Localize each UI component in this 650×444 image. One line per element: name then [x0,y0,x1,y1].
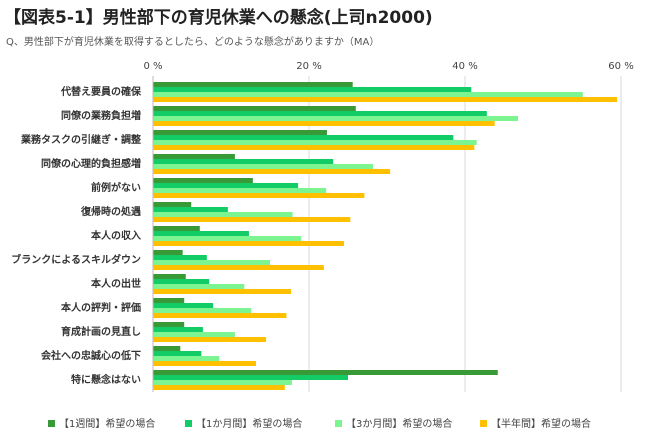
bar [153,145,475,150]
bar [153,111,487,116]
bar [153,274,186,279]
bar [153,226,200,231]
bar [153,375,348,380]
bar [153,346,181,351]
bar [153,121,495,126]
bar [153,106,356,111]
bar [153,236,302,241]
bar [153,241,345,246]
bar [153,164,373,169]
legend-label: 【1か月間】希望の場合 [196,417,302,430]
bar [153,188,327,193]
legend-swatch [335,420,342,427]
legend-swatch [185,420,192,427]
bar [153,159,334,164]
bar [153,260,270,265]
bar [153,92,583,97]
bar [153,380,292,385]
legend-label: 【3か月間】希望の場合 [346,417,452,430]
y-tick-label: 同僚の業務負担増 [61,109,141,122]
y-tick-label: 同僚の心理的負担感増 [41,157,141,170]
y-tick-label: 本人の出世 [91,277,141,290]
bar [153,135,454,140]
bar [153,87,472,92]
bar [153,154,235,159]
bar [153,193,365,198]
y-tick-label: 会社への忠誠心の低下 [41,349,141,362]
y-tick-label: 本人の収入 [91,229,141,242]
bar [153,351,202,356]
bar [153,298,185,303]
bar [153,140,477,145]
bar [153,178,253,183]
bar [153,183,299,188]
y-tick-label: 業務タスクの引継ぎ・調整 [20,133,141,146]
bar [153,250,183,255]
y-tick-label: ブランクによるスキルダウン [11,253,141,266]
bar [153,322,185,327]
bar [153,82,353,87]
y-tick-label: 本人の評判・評価 [61,301,141,314]
bar [153,231,249,236]
x-tick-label: 40 % [452,61,477,72]
bar [153,207,228,212]
bar [153,308,252,313]
y-tick-label: 代替え要員の確保 [60,85,142,98]
bar [153,130,327,135]
x-tick-label: 60 % [608,61,633,72]
bar [153,284,245,289]
y-tick-label: 育成計画の見直し [61,325,141,338]
bar [153,313,287,318]
bar [153,303,214,308]
y-tick-label: 前例がない [91,181,141,194]
bar [153,370,498,375]
bar [153,265,324,270]
bar [153,361,256,366]
bar [153,356,220,361]
bar [153,212,293,217]
legend-label: 【1週間】希望の場合 [59,417,155,430]
x-tick-label: 0 % [143,61,162,72]
chart-title: 【図表5-1】男性部下の育児休業への懸念(上司n2000) [4,7,433,28]
bar [153,217,351,222]
chart-subtitle: Q、男性部下が育児休業を取得するとしたら、どのような懸念がありますか（MA） [6,35,379,48]
legend-swatch [480,420,487,427]
bar [153,116,519,121]
x-tick-label: 20 % [296,61,321,72]
bar [153,169,391,174]
bar [153,255,207,260]
bar [153,332,235,337]
legend-swatch [48,420,55,427]
bar [153,385,285,390]
y-tick-label: 特に懸念はない [71,373,141,386]
bar [153,279,210,284]
bar [153,202,192,207]
bar [153,327,203,332]
bar [153,97,618,102]
bar [153,337,267,342]
bar [153,289,292,294]
y-tick-label: 復帰時の処遇 [80,205,141,218]
legend-label: 【半年間】希望の場合 [491,417,591,430]
